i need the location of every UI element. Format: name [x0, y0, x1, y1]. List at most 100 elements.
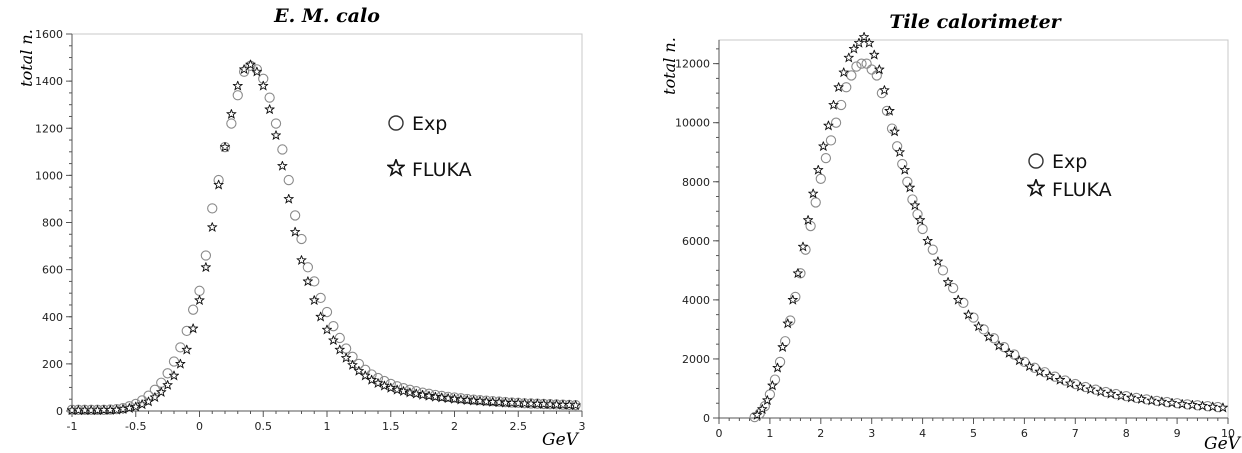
x-tick-label: 1: [766, 427, 773, 440]
exp-data-point: [968, 312, 979, 323]
y-tick-label: 2000: [682, 353, 710, 366]
exp-data-point: [168, 356, 180, 367]
exp-data-point: [283, 174, 294, 186]
exp-data-point: [947, 282, 959, 294]
fluka-data-point: [232, 80, 243, 91]
x-tick-label: 3: [868, 427, 875, 440]
exp-data-point: [321, 306, 333, 318]
fluka-data-point: [818, 141, 829, 151]
fluka-data-point: [175, 358, 186, 369]
y-tick-label: 10000: [675, 117, 710, 130]
fluka-data-point: [1014, 355, 1025, 365]
fluka-data-point: [322, 324, 332, 334]
fluka-data-point: [899, 164, 910, 175]
tile-legend: Exp FLUKA: [1027, 151, 1112, 201]
fluka-data-point: [194, 295, 205, 305]
y-tick-label: 1400: [35, 75, 63, 88]
exp-data-point: [810, 197, 821, 208]
exp-data-point: [277, 144, 288, 155]
x-tick-label: 7: [1072, 427, 1079, 440]
fluka-data-point: [922, 235, 933, 246]
fluka-data-point: [296, 255, 307, 265]
x-tick-label: 6: [1021, 427, 1028, 440]
em-calo-title: E. M. calo: [273, 5, 380, 27]
x-tick-label: 0: [196, 420, 203, 433]
legend-fluka-label: FLUKA: [1052, 179, 1112, 201]
fluka-data-point: [943, 277, 953, 287]
x-tick-label: 4: [919, 427, 926, 440]
fluka-data-point: [932, 256, 943, 266]
y-tick-label: 600: [42, 264, 63, 277]
em-calo-panel: E. M. calo total n. GeV -1 -0.5 0 0.5 1 1.5 2 2…: [17, 5, 586, 450]
fluka-data-point: [843, 52, 854, 62]
exp-data-point: [861, 58, 872, 69]
fluka-data-point: [245, 59, 256, 69]
y-tick-label: 0: [56, 405, 63, 418]
fluka-data-point: [169, 370, 179, 380]
exp-data-point: [289, 210, 301, 221]
fluka-data-point: [777, 342, 788, 352]
fluka-data-point: [793, 268, 803, 278]
em-calo-plot-area: -1 -0.5 0 0.5 1 1.5 2 2.5 3 0 200 400 600 800 1000 1200…: [35, 28, 586, 433]
fluka-data-point: [813, 164, 824, 175]
x-tick-label: 9: [1174, 427, 1181, 440]
fluka-data-point: [309, 295, 320, 305]
exp-data-point: [328, 321, 339, 332]
x-tick-label: 5: [970, 427, 977, 440]
y-tick-label: 400: [42, 311, 63, 324]
exp-data-point: [187, 304, 199, 315]
exp-data-point: [871, 70, 882, 81]
fluka-data-point: [271, 130, 281, 140]
exp-data-point: [825, 135, 837, 146]
fluka-data-point: [884, 105, 895, 116]
plot-frame: [71, 33, 583, 412]
fluka-data-point: [787, 294, 798, 305]
em-calo-xlabel: GeV: [542, 430, 580, 450]
fluka-data-point: [782, 318, 793, 328]
legend-exp-circle-icon: [1028, 153, 1044, 169]
tile-calorimeter-panel: Tile calorimeter total n. GeV 0 1 2 3 4 5 6 7 8 9…: [660, 11, 1242, 453]
exp-data-point: [830, 117, 842, 128]
x-tick-label: 1.5: [382, 420, 400, 433]
exp-data-point: [315, 292, 326, 304]
fluka-data-point: [757, 404, 768, 414]
y-tick-label: 4000: [682, 294, 710, 307]
fluka-data-point: [277, 160, 288, 171]
fluka-data-point: [798, 241, 808, 251]
fluka-data-point: [772, 362, 783, 373]
tile-xlabel: GeV: [1204, 434, 1242, 453]
legend-exp-label: Exp: [412, 113, 447, 135]
fluka-data-point: [162, 380, 173, 390]
fluka-data-point: [828, 99, 839, 110]
exp-data-point: [820, 152, 832, 164]
exp-data-point: [805, 220, 816, 232]
exp-data-point: [232, 90, 243, 101]
exp-data-point: [836, 99, 847, 111]
exp-data-point: [296, 233, 307, 245]
x-tick-label: -0.5: [125, 420, 146, 433]
exp-data-point: [264, 92, 275, 103]
em-calo-ylabel: total n.: [17, 29, 36, 87]
exp-data-point: [856, 58, 867, 69]
exp-data-point: [226, 118, 237, 129]
exp-data-point: [156, 377, 167, 388]
y-tick-label: 6000: [682, 235, 710, 248]
legend-fluka-star-icon: [387, 159, 405, 176]
x-tick-label: 0: [716, 427, 723, 440]
x-tick-label: 2: [817, 427, 824, 440]
fluka-data-point: [156, 387, 167, 397]
fluka-data-point: [869, 49, 880, 59]
plot-frame: [718, 39, 1229, 419]
legend-exp-circle-icon: [388, 115, 404, 131]
y-tick-label: 1200: [35, 122, 63, 135]
x-tick-label: 3: [579, 420, 586, 433]
exp-data-point: [815, 173, 826, 184]
fluka-data-point: [915, 215, 925, 225]
exp-data-point: [917, 223, 928, 235]
fluka-data-point: [904, 182, 915, 192]
em-calo-legend: Exp FLUKA: [387, 113, 472, 181]
fluka-data-point: [808, 188, 819, 198]
fluka-data-point: [1024, 361, 1035, 371]
exp-data-point: [937, 265, 949, 276]
